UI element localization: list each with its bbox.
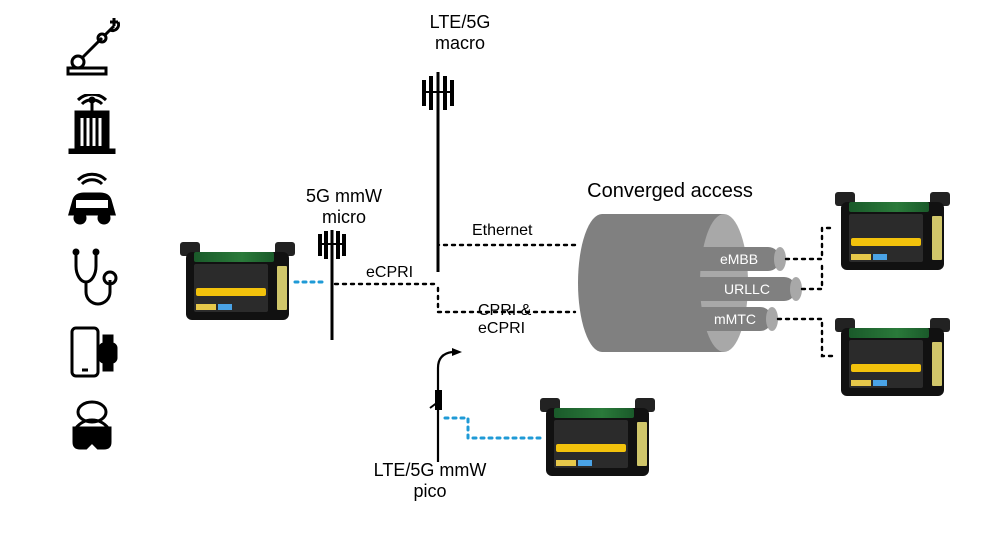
tester-device-bottom (540, 398, 655, 478)
antenna-pico (426, 346, 466, 462)
label-cpri-ecpri: CPRI & eCPRI (478, 302, 531, 338)
label-converged-access: Converged access (560, 180, 780, 203)
pipe-mmtc: mMTC (698, 307, 772, 331)
antenna-macro (414, 66, 462, 272)
label-5g-mmw-micro: 5G mmW micro (284, 186, 404, 228)
use-case-icon-column (62, 18, 132, 458)
vr-headset-icon (62, 398, 122, 458)
antenna-micro (312, 226, 352, 340)
label-ecpri: eCPRI (366, 264, 413, 282)
tester-device-left (180, 242, 295, 322)
label-ethernet: Ethernet (472, 222, 532, 240)
pipe-urllc: URLLC (698, 277, 796, 301)
pipe-urllc-label: URLLC (724, 281, 770, 297)
tester-device-bottom-right (835, 318, 950, 398)
label-lte5g-macro: LTE/5G macro (400, 12, 520, 54)
robot-arm-icon (62, 18, 122, 78)
phone-watch-icon (62, 322, 122, 382)
label-lte5g-mmw-pico: LTE/5G mmW pico (350, 460, 510, 502)
pipe-embb: eMBB (698, 247, 780, 271)
pipe-mmtc-label: mMTC (714, 311, 756, 327)
pipe-embb-label: eMBB (720, 251, 758, 267)
connected-car-icon (62, 170, 122, 230)
smart-building-icon (62, 94, 122, 154)
stethoscope-icon (62, 246, 122, 306)
tester-device-top-right (835, 192, 950, 272)
